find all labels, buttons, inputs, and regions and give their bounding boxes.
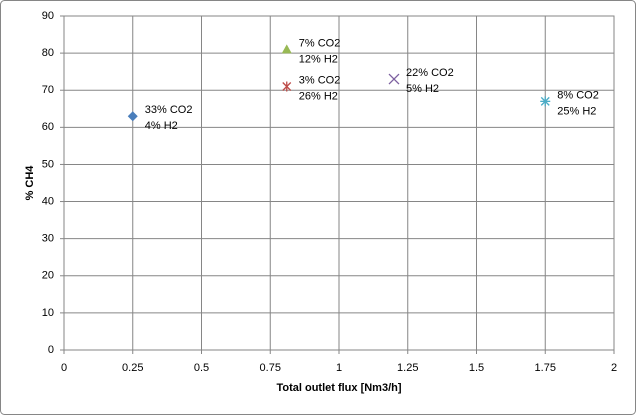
x-tick-label: 2 xyxy=(611,362,617,374)
marker-shape xyxy=(127,111,138,122)
x-tick-label: 0.75 xyxy=(260,362,281,374)
x-tick-label: 0 xyxy=(61,362,67,374)
point-annotation: 33% CO2 xyxy=(145,104,193,116)
marker-stroke xyxy=(388,73,400,85)
x-tick-label: 1.25 xyxy=(397,362,418,374)
point-annotation: 22% CO2 xyxy=(406,67,454,79)
y-tick-label: 0 xyxy=(48,344,54,356)
y-tick-label: 80 xyxy=(42,47,54,59)
point-annotation: 8% CO2 xyxy=(557,89,599,101)
data-point xyxy=(281,44,292,54)
x-tick-label: 0.25 xyxy=(122,362,143,374)
y-tick-label: 70 xyxy=(42,84,54,96)
point-annotation: 12% H2 xyxy=(299,53,338,65)
marker-shape xyxy=(281,44,292,54)
y-tick-label: 10 xyxy=(42,307,54,319)
point-annotation: 7% CO2 xyxy=(299,37,341,49)
y-tick-label: 40 xyxy=(42,195,54,207)
point-annotation: 5% H2 xyxy=(406,83,439,95)
x-tick-label: 1.5 xyxy=(469,362,484,374)
data-point xyxy=(388,73,400,85)
y-tick-label: 60 xyxy=(42,121,54,133)
x-axis-title: Total outlet flux [Nm3/h] xyxy=(276,382,401,394)
x-tick-label: 0.5 xyxy=(194,362,209,374)
point-annotation: 26% H2 xyxy=(299,90,338,102)
x-tick-label: 1 xyxy=(336,362,342,374)
y-tick-label: 50 xyxy=(42,158,54,170)
x-tick-label: 1.75 xyxy=(535,362,556,374)
data-point xyxy=(540,96,551,107)
point-annotation: 25% H2 xyxy=(557,105,596,117)
point-annotation: 3% CO2 xyxy=(299,74,341,86)
point-annotation: 4% H2 xyxy=(145,120,178,132)
data-point xyxy=(127,111,138,122)
y-tick-label: 30 xyxy=(42,233,54,245)
y-tick-label: 90 xyxy=(42,10,54,22)
y-axis-title: % CH4 xyxy=(24,165,36,201)
data-point xyxy=(282,81,292,92)
y-tick-label: 20 xyxy=(42,270,54,282)
